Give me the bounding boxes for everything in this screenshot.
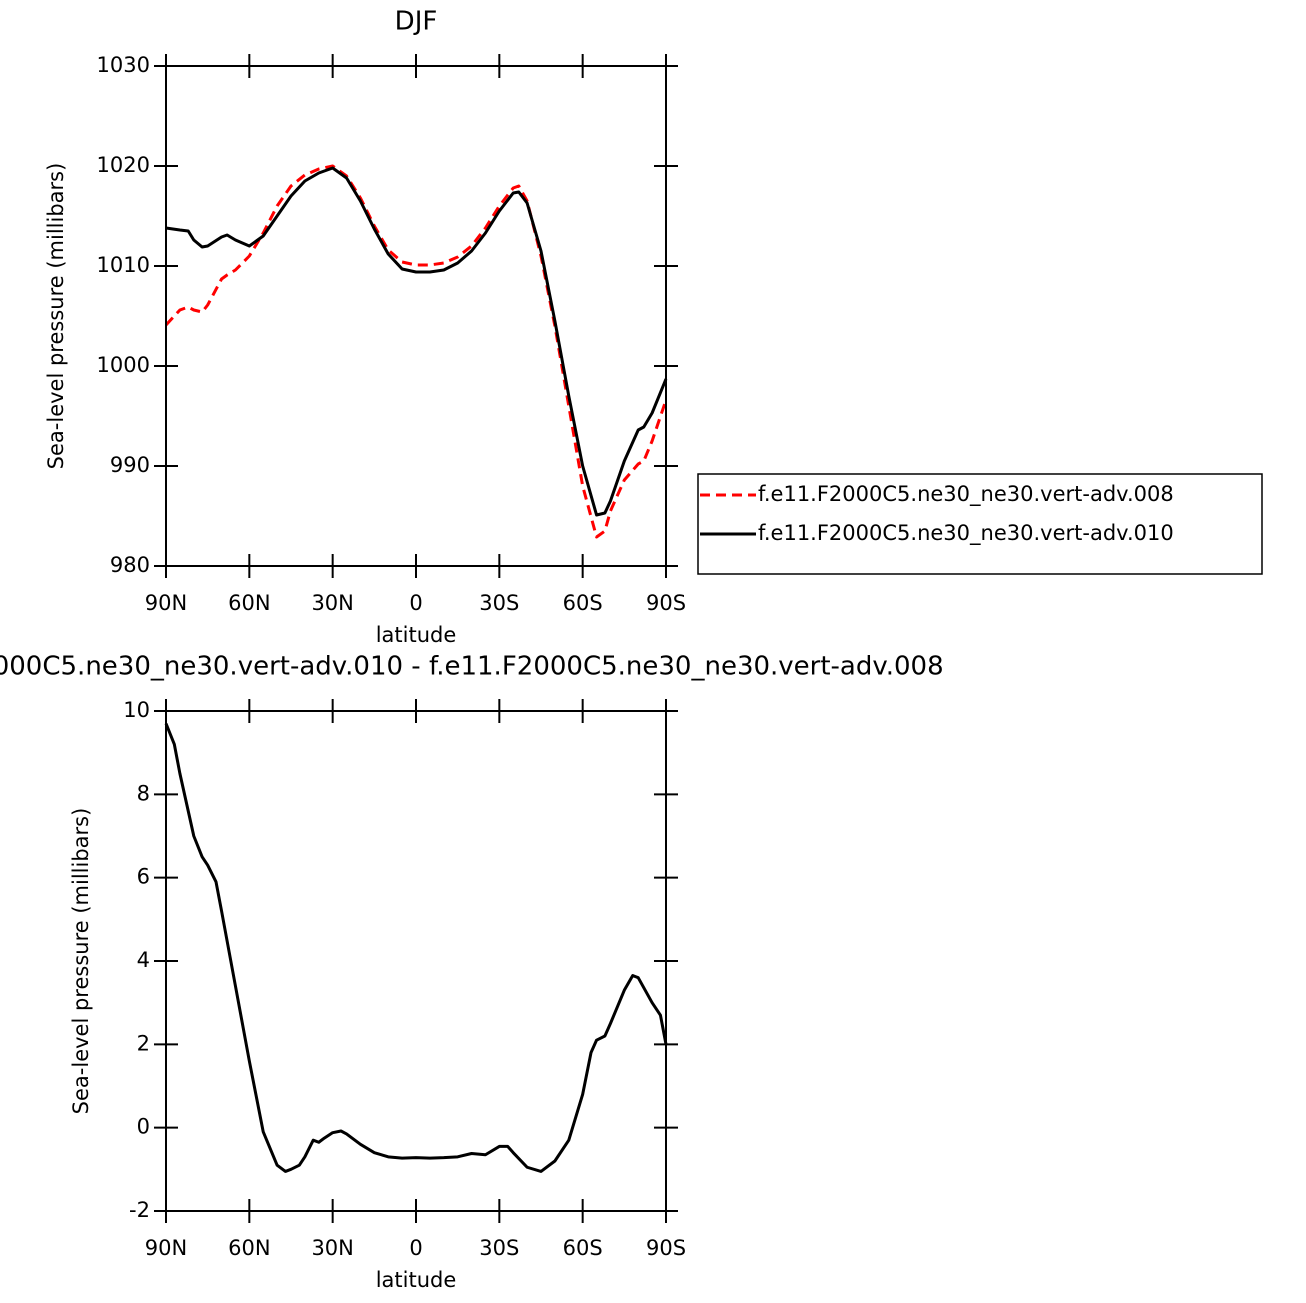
x-tick-label: 60S (563, 591, 603, 615)
x-tick-label: 90N (145, 1236, 187, 1260)
y-tick-label: 10 (123, 698, 150, 722)
data-line (165, 166, 668, 517)
data-line (164, 722, 668, 1173)
y-tick-label: 2 (137, 1031, 150, 1055)
x-tick-label: 60N (228, 1236, 270, 1260)
y-axis-label: Sea-level pressure (millibars) (69, 808, 93, 1115)
y-tick-label: 0 (137, 1115, 150, 1139)
y-tick-label: 6 (137, 865, 150, 889)
x-axis-label: latitude (376, 623, 457, 647)
y-tick-label: 1030 (97, 53, 150, 77)
x-tick-label: 90S (646, 1236, 686, 1260)
y-tick-label: 4 (137, 948, 150, 972)
x-axis-label: latitude (376, 1268, 457, 1292)
legend-label: f.e11.F2000C5.ne30_ne30.vert-adv.010 (758, 521, 1174, 546)
x-tick-label: 90S (646, 591, 686, 615)
plot-frame (165, 65, 667, 567)
x-tick-label: 30S (479, 1236, 519, 1260)
chart-title: f.e11.F2000C5.ne30_ne30.vert-adv.010 - f… (0, 652, 944, 682)
y-tick-label: 990 (110, 453, 150, 477)
legend-box (697, 473, 1263, 575)
y-axis-label: Sea-level pressure (millibars) (44, 163, 68, 470)
x-tick-label: 60N (228, 591, 270, 615)
plot-frame (165, 710, 667, 1212)
y-tick-label: 980 (110, 553, 150, 577)
data-line (164, 164, 668, 539)
y-tick-label: -2 (129, 1198, 150, 1222)
chart-title: DJF (395, 7, 438, 37)
x-tick-label: 90N (145, 591, 187, 615)
x-tick-label: 30N (311, 1236, 353, 1260)
legend-label: f.e11.F2000C5.ne30_ne30.vert-adv.008 (758, 482, 1174, 507)
x-tick-label: 30N (311, 591, 353, 615)
x-tick-label: 60S (563, 1236, 603, 1260)
x-tick-label: 0 (409, 1236, 422, 1260)
y-tick-label: 1020 (97, 153, 150, 177)
y-tick-label: 1010 (97, 253, 150, 277)
x-tick-label: 30S (479, 591, 519, 615)
y-tick-label: 8 (137, 781, 150, 805)
x-tick-label: 0 (409, 591, 422, 615)
y-tick-label: 1000 (97, 353, 150, 377)
